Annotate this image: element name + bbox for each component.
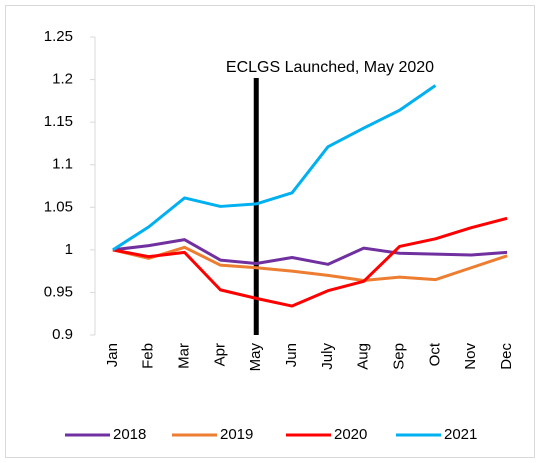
legend-label: 2021 [444,426,477,443]
x-tick-label: Dec [498,343,515,370]
x-tick-label: Sep [391,343,408,370]
series-line [112,84,437,252]
annotation-text: ECLGS Launched, May 2020 [226,59,434,76]
x-tick-label: July [319,343,336,370]
y-tick-label: 0.95 [44,283,73,300]
legend-label: 2020 [334,426,367,443]
x-tick-label: Aug [355,343,372,370]
x-tick-label: Nov [462,343,479,370]
y-tick-label: 1.2 [52,71,73,88]
x-tick-label: Oct [426,342,443,366]
y-tick-label: 1 [65,241,73,258]
series-line [112,238,508,266]
series-line [112,216,508,308]
x-tick-label: Jan [104,343,121,367]
legend-label: 2019 [220,426,253,443]
y-tick-label: 1.1 [52,156,73,173]
y-tick-label: 1.25 [44,28,73,45]
x-tick-label: Jun [283,343,300,367]
y-tick-label: 0.9 [52,326,73,343]
chart-frame [5,5,535,458]
y-tick-label: 1.15 [44,113,73,130]
x-tick-label: Feb [140,343,157,369]
x-tick-label: May [247,343,264,372]
x-tick-label: Mar [176,343,193,369]
y-tick-label: 1.05 [44,198,73,215]
series-line [112,245,508,283]
x-tick-label: Apr [211,343,228,366]
legend-label: 2018 [113,426,146,443]
